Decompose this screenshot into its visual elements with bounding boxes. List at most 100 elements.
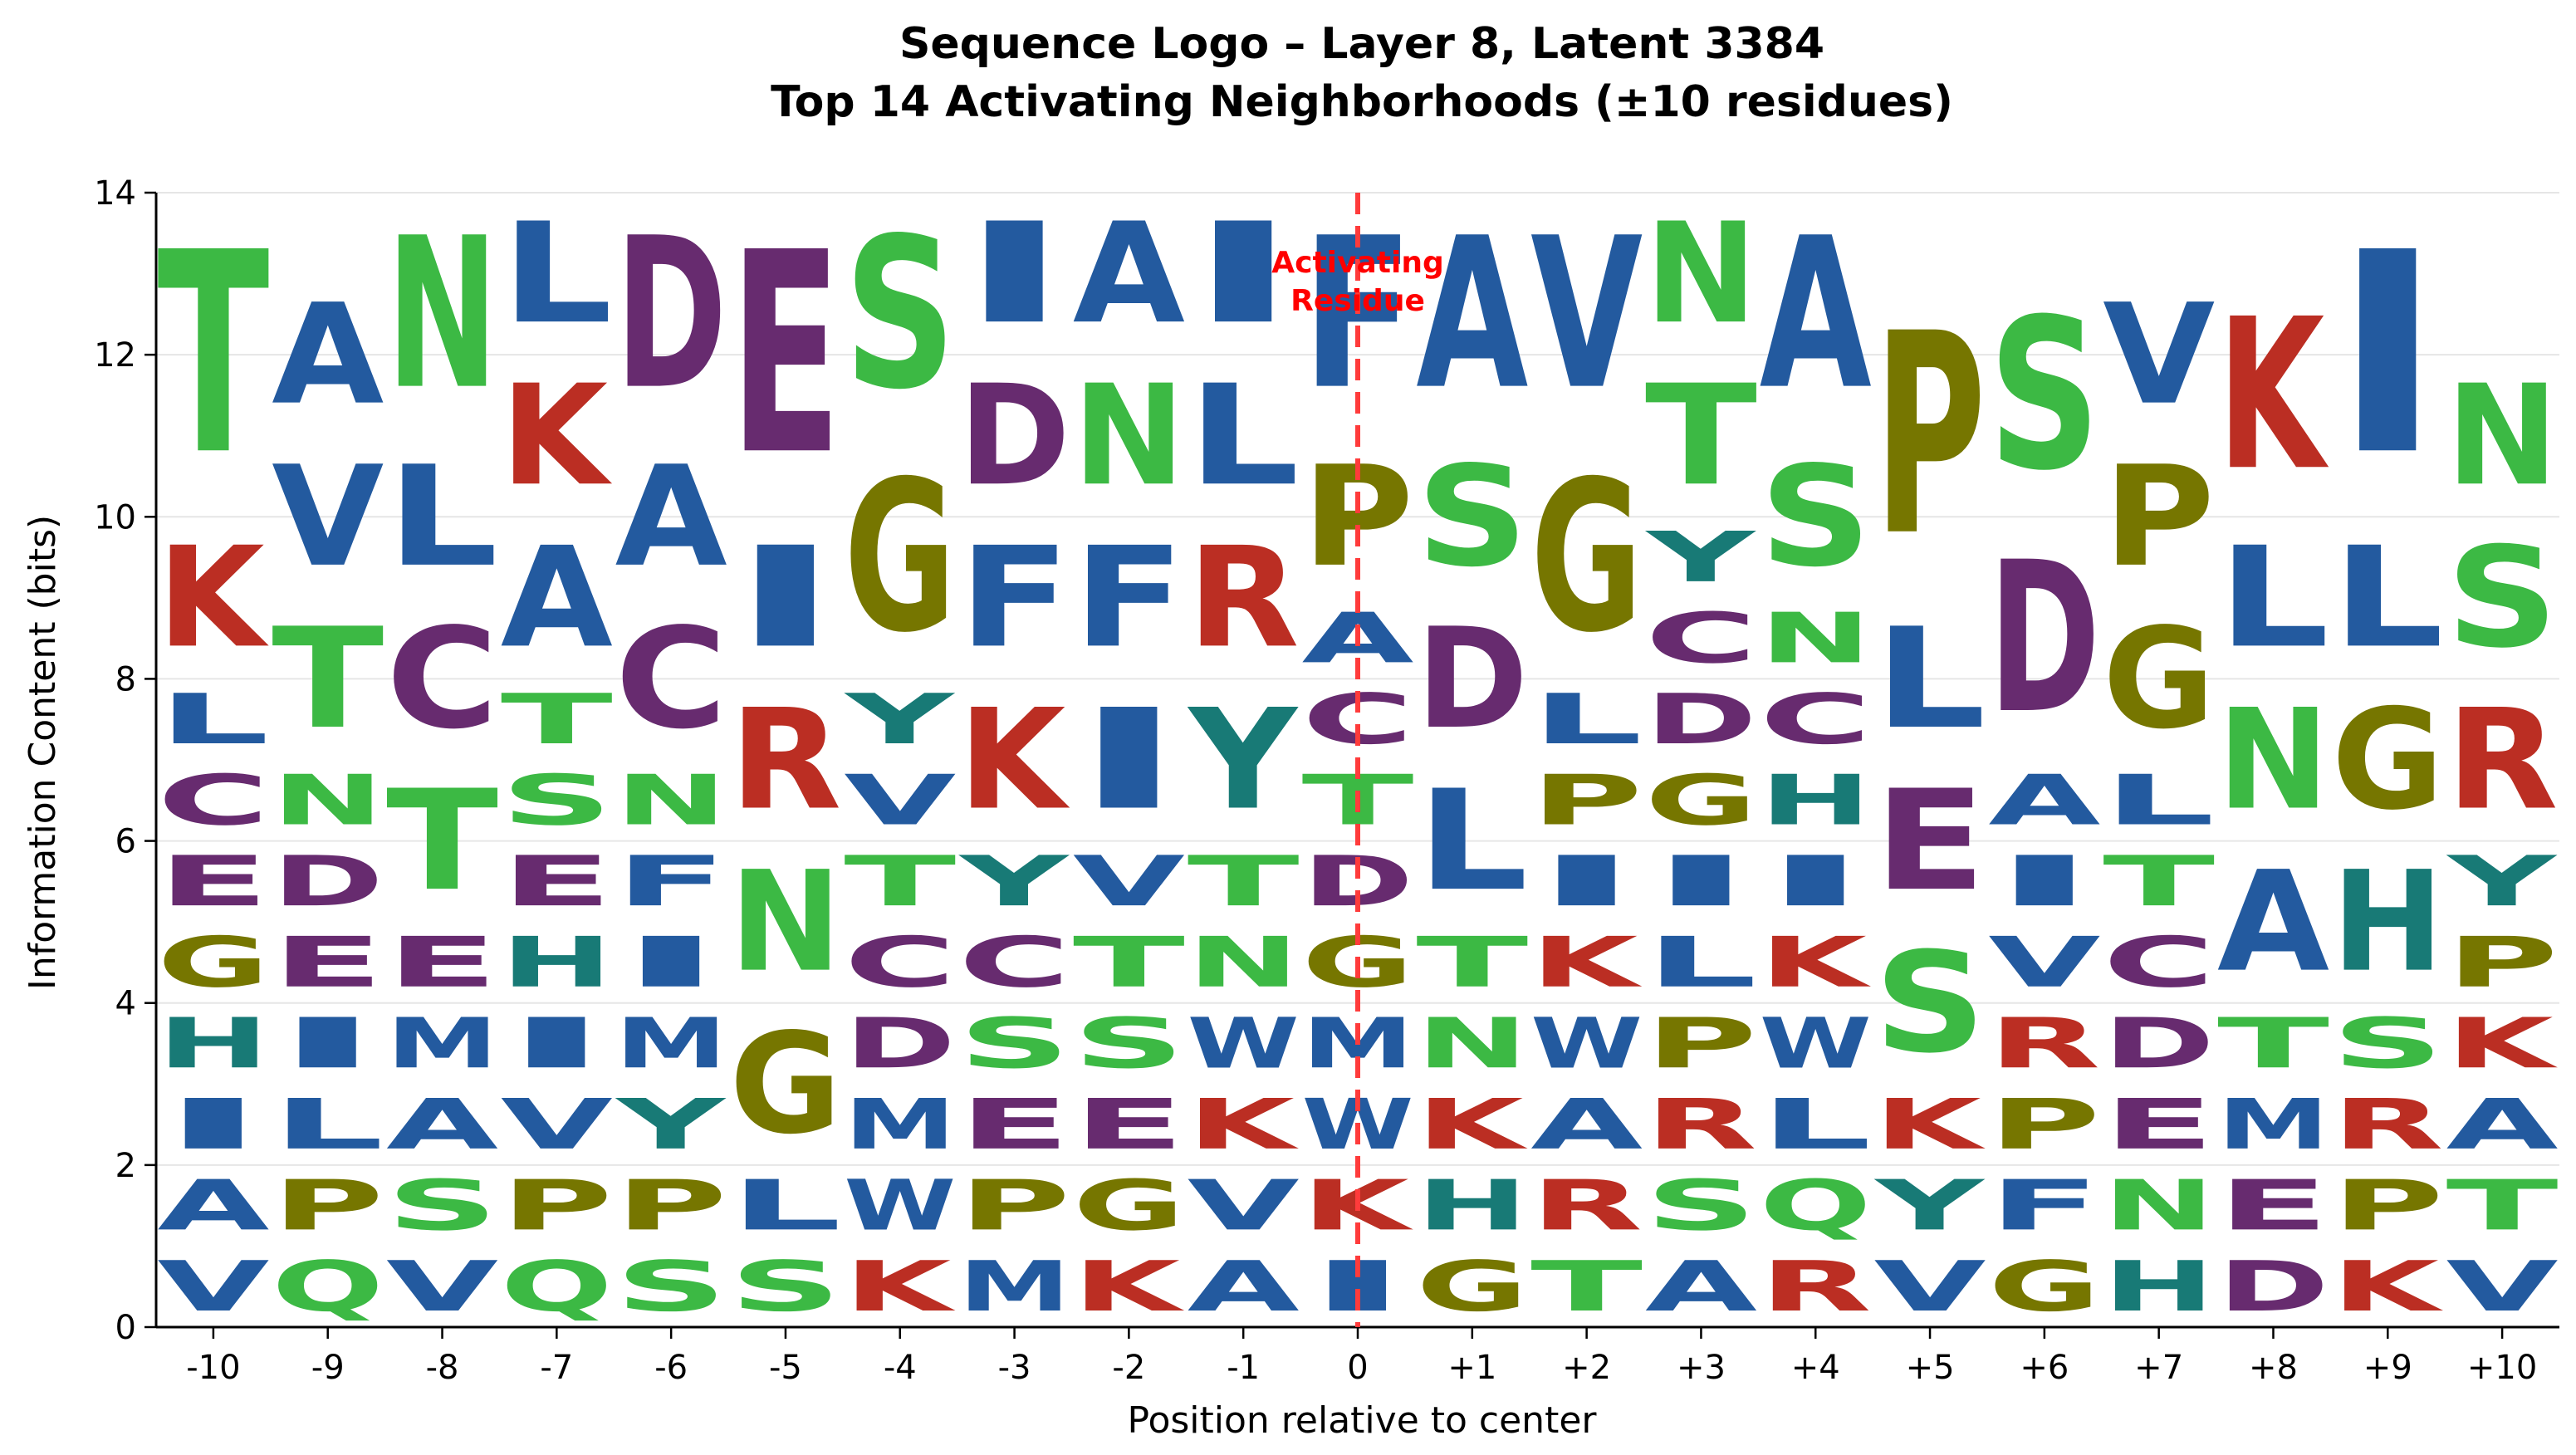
logo-letter: L: [729, 1165, 841, 1246]
x-tick-label: +6: [2020, 1349, 2069, 1387]
logo-letter: L: [2103, 760, 2215, 840]
logo-letter: K: [1073, 1247, 1185, 1327]
x-tick-label: +7: [2134, 1349, 2183, 1387]
logo-letter: I: [1760, 841, 1872, 922]
logo-letter: T: [844, 841, 956, 922]
logo-letter: H: [2332, 841, 2444, 1002]
logo-letter: K: [844, 1247, 956, 1327]
logo-letter: S: [615, 1247, 727, 1327]
logo-letter: S: [386, 1165, 498, 1246]
logo-letter: L: [1530, 679, 1643, 760]
logo-letter: L: [1416, 760, 1528, 921]
x-tick-label: -6: [654, 1349, 688, 1387]
logo-letter: C: [615, 599, 727, 760]
logo-letter: R: [1760, 1247, 1872, 1327]
logo-letter: E: [2217, 1165, 2329, 1246]
logo-letter: K: [958, 680, 1070, 841]
logo-letter: M: [615, 1003, 727, 1085]
logo-letter: F: [615, 841, 727, 922]
logo-letter: K: [1530, 923, 1643, 1003]
logo-letter: I: [1188, 193, 1300, 354]
logo-letter: V: [2103, 275, 2215, 435]
logo-letter: R: [2332, 1085, 2444, 1165]
logo-letter: W: [1530, 1003, 1643, 1084]
logo-letter: H: [2103, 1247, 2215, 1327]
logo-letter: A: [272, 275, 384, 435]
logo-letter: S: [1645, 1165, 1757, 1246]
logo-letter: F: [958, 517, 1070, 679]
logo-letter: T: [157, 193, 270, 516]
logo-letter: T: [272, 599, 384, 760]
logo-letter: P: [958, 1165, 1070, 1246]
logo-letter: I: [615, 923, 727, 1003]
logo-letter: S: [844, 194, 956, 436]
logo-letter: E: [501, 841, 613, 922]
logo-letter: K: [1760, 923, 1872, 1003]
logo-letter: S: [1073, 1003, 1185, 1084]
logo-letter: V: [157, 1247, 269, 1327]
logo-letter: S: [958, 1003, 1070, 1084]
logo-letter: I: [1073, 679, 1185, 840]
logo-letter: A: [2446, 1085, 2559, 1165]
logo-letter: A: [1988, 761, 2100, 841]
logo-letter: K: [501, 355, 613, 517]
logo-letter: G: [1073, 1165, 1185, 1246]
y-axis-label: Information Content (bits): [22, 515, 64, 990]
logo-letter: C: [1301, 679, 1413, 759]
logo-letter: S: [729, 1247, 841, 1327]
logo-letter: S: [2332, 1003, 2444, 1084]
logo-letter: R: [1645, 1085, 1757, 1165]
logo-letter: C: [386, 599, 498, 760]
logo-letter: M: [844, 1084, 956, 1165]
logo-letter: D: [1416, 598, 1528, 759]
x-tick-label: -9: [311, 1349, 345, 1387]
logo-letter: N: [2217, 679, 2329, 840]
logo-letter: L: [501, 193, 613, 354]
logo-letter: R: [1530, 1166, 1643, 1247]
logo-letter: A: [501, 518, 613, 679]
logo-letter: L: [1874, 598, 1986, 759]
x-tick-label: -10: [186, 1349, 240, 1387]
logo-letter: A: [386, 1085, 498, 1165]
logo-letter: V: [1874, 1247, 1986, 1327]
logo-letter: N: [2446, 355, 2559, 517]
logo-letter: W: [844, 1165, 956, 1246]
logo-letter: F: [1073, 517, 1185, 679]
x-tick-label: +9: [2363, 1349, 2412, 1387]
logo-letter: P: [1645, 1003, 1757, 1084]
logo-letter: S: [501, 761, 613, 841]
logo-letter: P: [501, 1165, 613, 1246]
logo-letter: N: [615, 761, 727, 841]
x-tick-label: -8: [426, 1349, 459, 1387]
logo-letter: L: [1645, 923, 1757, 1003]
logo-letter: N: [2103, 1166, 2215, 1247]
logo-letter: I: [729, 517, 841, 679]
logo-letter: H: [1760, 761, 1872, 841]
logo-letter: G: [1416, 1247, 1528, 1327]
y-tick-label: 2: [115, 1147, 136, 1185]
logo-letter: M: [958, 1246, 1070, 1327]
logo-letter: A: [1645, 1247, 1757, 1327]
logo-letter: L: [2332, 517, 2444, 679]
logo-letter: T: [1530, 1247, 1643, 1327]
logo-letter: T: [1188, 841, 1300, 922]
logo-letter: Q: [501, 1246, 613, 1326]
y-tick-label: 6: [115, 823, 136, 861]
logo-letter: T: [501, 679, 613, 760]
logo-letter: K: [157, 517, 269, 679]
logo-letter: D: [615, 193, 727, 435]
logo-letter: S: [1874, 922, 1986, 1084]
logo-letter: E: [958, 1084, 1070, 1164]
marker-layer: Activating Residue: [1271, 193, 1444, 1327]
logo-letter: V: [844, 761, 956, 841]
logo-letter: H: [501, 923, 613, 1003]
logo-letter: A: [1760, 194, 1872, 435]
logo-letter: Y: [1644, 517, 1756, 598]
logo-letter: N: [1645, 194, 1757, 355]
logo-letter: E: [2103, 1084, 2215, 1164]
x-tick-label: +3: [1677, 1349, 1726, 1387]
logo-letter: E: [157, 841, 269, 922]
logo-letter: A: [157, 1166, 269, 1247]
